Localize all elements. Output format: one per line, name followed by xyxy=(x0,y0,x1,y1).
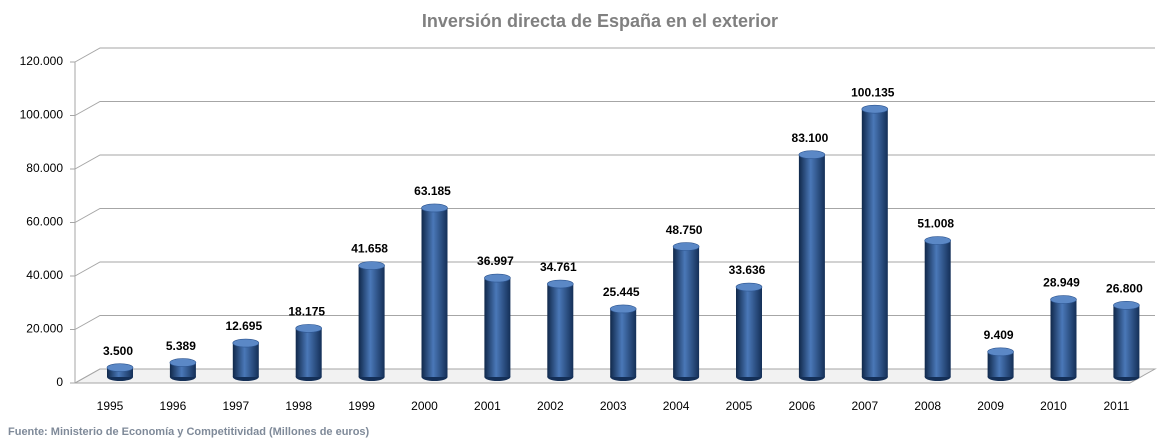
bar xyxy=(484,278,511,377)
value-label: 3.500 xyxy=(103,344,133,358)
bar-top xyxy=(295,324,323,333)
bar-top xyxy=(169,358,197,367)
y-tick-label: 20.000 xyxy=(26,322,63,336)
bar xyxy=(358,265,385,377)
bar xyxy=(295,328,322,377)
bar xyxy=(421,207,448,377)
value-label: 34.761 xyxy=(540,260,577,274)
x-tick-label: 2008 xyxy=(914,399,941,413)
grid-line xyxy=(74,154,1155,170)
bar xyxy=(547,284,574,377)
x-tick-label: 2009 xyxy=(977,399,1004,413)
x-tick-label: 2011 xyxy=(1103,399,1129,413)
bar xyxy=(107,367,133,377)
x-tick-label: 1999 xyxy=(348,399,375,413)
x-tick-label: 1997 xyxy=(222,399,249,413)
value-label: 48.750 xyxy=(666,223,703,237)
bar-top xyxy=(861,104,889,114)
y-tick-label: 0 xyxy=(56,375,63,389)
grid-line xyxy=(74,101,1155,116)
value-label: 9.409 xyxy=(984,328,1014,342)
bar-top xyxy=(987,347,1014,357)
bar-top xyxy=(546,279,574,289)
grid-line xyxy=(74,208,1155,223)
bar-top xyxy=(1113,301,1140,310)
value-label: 18.175 xyxy=(288,305,325,319)
value-label: 41.658 xyxy=(351,242,388,256)
bar-top xyxy=(924,236,952,245)
x-tick-label: 1995 xyxy=(97,399,124,413)
value-label: 51.008 xyxy=(917,217,954,231)
bar-top xyxy=(735,282,763,292)
value-label: 33.636 xyxy=(729,263,766,277)
value-label: 63.185 xyxy=(414,184,451,198)
x-tick-label: 2003 xyxy=(600,399,627,413)
value-label: 5.389 xyxy=(166,339,196,353)
bar xyxy=(673,246,700,377)
x-tick-label: 2007 xyxy=(851,399,878,413)
bar-top xyxy=(421,203,448,213)
bar-top xyxy=(672,242,700,251)
y-tick-label: 40.000 xyxy=(26,268,63,282)
y-tick-label: 80.000 xyxy=(26,161,63,175)
chart-title: Inversión directa de España en el exteri… xyxy=(422,11,778,31)
x-tick-label: 1998 xyxy=(285,399,312,413)
x-tick-label: 2000 xyxy=(411,399,438,413)
value-label: 83.100 xyxy=(792,131,829,145)
bar xyxy=(736,287,762,377)
y-tick-label: 120.000 xyxy=(20,54,64,68)
bar xyxy=(798,154,825,377)
value-label: 26.800 xyxy=(1106,281,1143,295)
bar xyxy=(1050,299,1077,377)
bar-top xyxy=(232,338,260,348)
y-tick-label: 60.000 xyxy=(26,215,63,229)
bar-top xyxy=(1050,295,1077,304)
bar-top xyxy=(106,363,134,372)
bar xyxy=(610,308,637,377)
bar-top xyxy=(798,150,826,160)
x-tick-label: 2006 xyxy=(789,399,816,413)
x-tick-label: 2001 xyxy=(474,399,501,413)
bar-top xyxy=(358,261,385,270)
value-label: 12.695 xyxy=(225,319,262,333)
source-note: Fuente: Ministerio de Economía y Competi… xyxy=(8,426,370,438)
x-tick-label: 1996 xyxy=(160,399,187,413)
bar xyxy=(861,109,888,377)
bar xyxy=(232,343,259,377)
grid-line xyxy=(74,261,1155,277)
bar xyxy=(1113,305,1140,377)
x-tick-label: 2002 xyxy=(537,399,564,413)
value-label: 100.135 xyxy=(851,85,895,99)
bar xyxy=(924,240,951,377)
x-tick-label: 2010 xyxy=(1040,399,1067,413)
x-tick-label: 2005 xyxy=(726,399,753,413)
bar-top xyxy=(609,304,637,314)
value-label: 25.445 xyxy=(603,285,640,299)
y-tick-label: 100.000 xyxy=(20,108,64,122)
bar-top xyxy=(484,273,511,283)
grid-line xyxy=(74,47,1155,63)
value-label: 36.997 xyxy=(477,254,514,268)
x-tick-label: 2004 xyxy=(663,399,690,413)
value-label: 28.949 xyxy=(1043,276,1080,290)
